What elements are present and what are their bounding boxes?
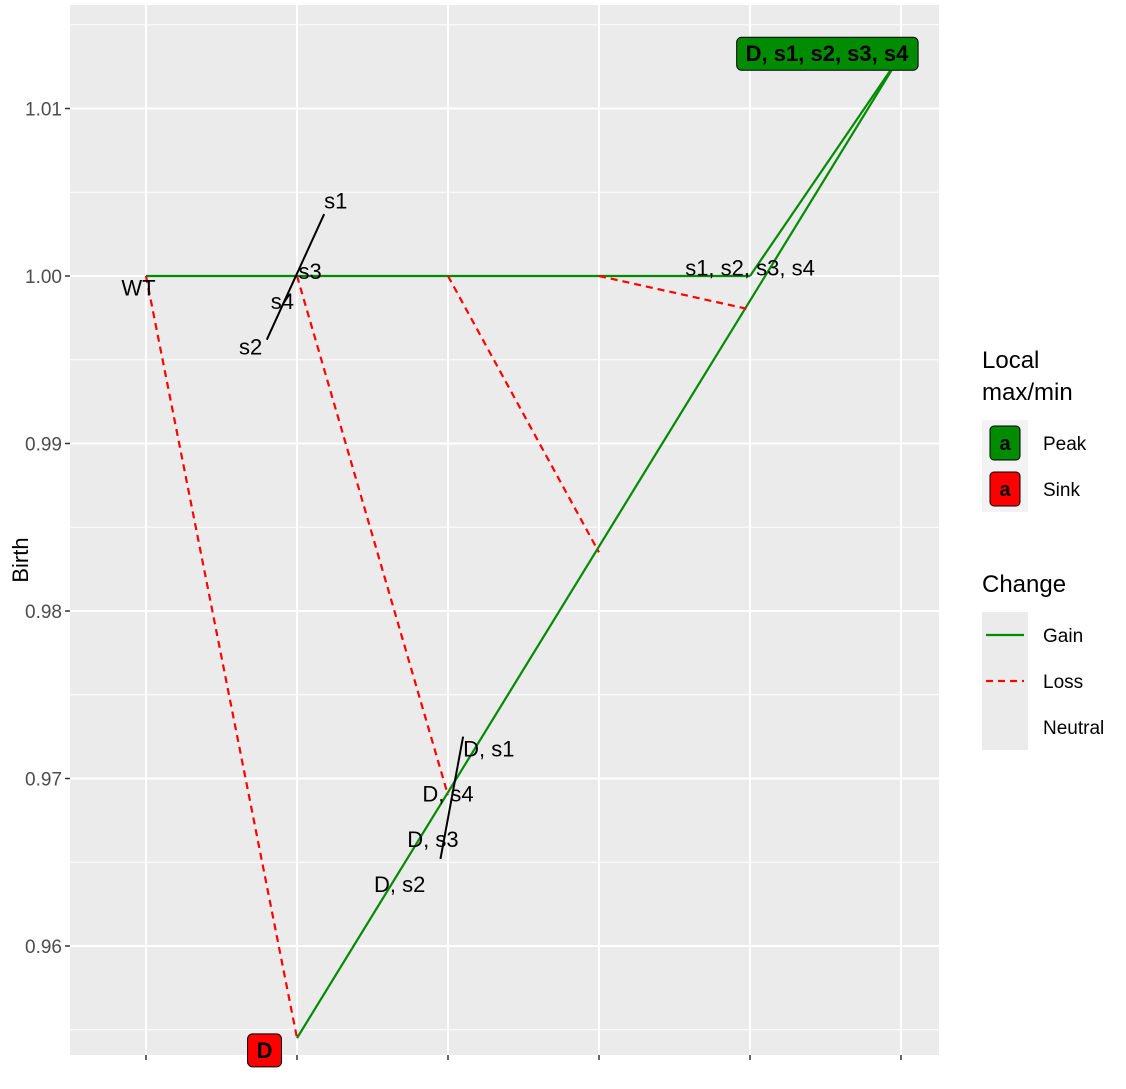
node-label: s4 <box>271 289 294 314</box>
legend-local-title-line1: Local <box>982 347 1039 374</box>
badge-box <box>247 1033 282 1068</box>
edge-loss <box>598 274 751 311</box>
legend-peak-swatch <box>989 425 1021 461</box>
y-tick-label: 0.97 <box>25 770 62 791</box>
grid-minor <box>70 24 939 1031</box>
badge-box <box>736 36 919 71</box>
y-axis-title: Birth <box>8 537 33 582</box>
sink-badge: D <box>247 1033 282 1068</box>
y-tick-label: 0.96 <box>25 937 62 958</box>
legend-change-label: Neutral <box>1043 718 1104 739</box>
legend-change-label: Gain <box>1043 626 1083 647</box>
edges-layer <box>144 54 902 1039</box>
node-label: WT <box>121 276 155 301</box>
legend-swatch-letter: a <box>999 433 1011 455</box>
node-label: D, s4 <box>422 782 473 807</box>
edge-gain <box>749 54 902 277</box>
label-connector-line <box>439 736 465 860</box>
legend-change-label: Loss <box>1043 672 1083 693</box>
badge-label: D, s1, s2, s3, s4 <box>746 41 909 66</box>
edge-loss <box>295 275 450 796</box>
edge-gain <box>296 54 902 1039</box>
plot-panel <box>70 5 939 1055</box>
legend-change: Change Gain Loss Neutral <box>982 571 1104 750</box>
peak-badge: D, s1, s2, s3, s4 <box>736 36 919 71</box>
node-label: s1 <box>324 189 347 214</box>
y-tick-label: 1.00 <box>25 267 62 288</box>
y-axis: 0.96 0.97 0.98 0.99 1.00 1.01 <box>25 100 70 958</box>
legend-local-title-line2: max/min <box>982 379 1073 406</box>
node-label: s3 <box>299 259 322 284</box>
node-label: s1, s2, s3, s4 <box>685 256 815 281</box>
edge-loss <box>144 275 299 1039</box>
edge-loss <box>447 275 600 553</box>
legend-local: Local max/min a Peak a Sink <box>982 347 1087 512</box>
legend-change-title: Change <box>982 571 1066 598</box>
legend-local-label: Sink <box>1043 480 1080 501</box>
local-extrema-badges: D D, s1, s2, s3, s4 <box>247 36 919 1068</box>
label-connector-line <box>265 213 326 341</box>
legend-local-label: Peak <box>1043 434 1087 455</box>
y-tick-label: 0.99 <box>25 435 62 456</box>
legend-swatch-letter: a <box>999 479 1011 501</box>
node-label: D, s1 <box>463 736 514 761</box>
x-axis <box>145 1055 902 1060</box>
y-tick-label: 0.98 <box>25 602 62 623</box>
node-label: D, s3 <box>407 827 458 852</box>
legend-sink-swatch <box>989 471 1021 507</box>
node-label: D, s2 <box>374 872 425 897</box>
label-connectors <box>265 213 465 860</box>
node-label: s2 <box>239 334 262 359</box>
y-tick-label: 1.01 <box>25 100 62 121</box>
badge-label: D <box>257 1038 273 1063</box>
legend-key-bg <box>982 704 1028 750</box>
